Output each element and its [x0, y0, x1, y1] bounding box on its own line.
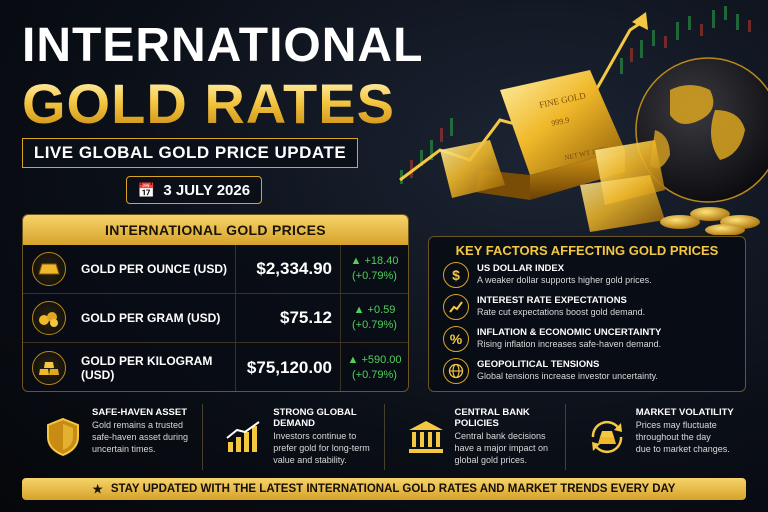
change-percent: (+0.79%): [352, 270, 397, 282]
price-row-ounce: GOLD PER OUNCE (USD) $2,334.90 ▲ +18.40 …: [23, 245, 408, 294]
growth-chart-icon: [221, 404, 267, 470]
factor-item: INTEREST RATE EXPECTATIONS Rate cut expe…: [429, 291, 745, 323]
date-text: 3 JULY 2026: [163, 181, 251, 199]
date-badge: 📅 3 JULY 2026: [126, 176, 262, 204]
subtitle: LIVE GLOBAL GOLD PRICE UPDATE: [33, 143, 347, 162]
feature-global-demand: STRONG GLOBAL DEMAND Investors continue …: [203, 404, 385, 470]
title-line-2: GOLD RATES: [22, 72, 395, 135]
bar-text-purity: 999.9: [551, 115, 570, 128]
feature-title: MARKET VOLATILITY: [635, 407, 734, 418]
banner-text: STAY UPDATED WITH THE LATEST INTERNATION…: [110, 483, 676, 495]
factor-title: INTEREST RATE EXPECTATIONS: [477, 295, 627, 307]
title-line-1: INTERNATIONAL: [22, 19, 424, 72]
factors-heading: KEY FACTORS AFFECTING GOLD PRICES: [455, 243, 719, 258]
prices-panel: INTERNATIONAL GOLD PRICES GOLD PER OUNCE…: [22, 214, 409, 392]
footer-banner: ★ STAY UPDATED WITH THE LATEST INTERNATI…: [22, 478, 746, 500]
feature-title: SAFE-HAVEN ASSET: [92, 407, 188, 418]
gold-bar-icon: [32, 252, 66, 286]
candlestick-chart-decoration: [400, 6, 751, 184]
price-row-gram: GOLD PER GRAM (USD) $75.12 ▲ +0.59 (+0.7…: [23, 294, 408, 343]
change-percent: (+0.79%): [352, 368, 397, 381]
change-percent: (+0.79%): [352, 319, 397, 331]
factor-desc: Rising inflation increases safe-haven de…: [477, 339, 662, 350]
globe-icon: [443, 358, 469, 384]
factor-desc: Rate cut expectations boost gold demand.: [477, 307, 646, 318]
feature-desc: Gold remains a trusted safe-haven asset d…: [92, 420, 189, 454]
gold-coins: [660, 207, 760, 235]
globe: [635, 57, 768, 203]
factor-title: US DOLLAR INDEX: [477, 263, 565, 275]
subtitle-box: LIVE GLOBAL GOLD PRICE UPDATE: [22, 138, 358, 168]
price-row-kilogram: GOLD PER KILOGRAM (USD) $75,120.00 ▲ +59…: [23, 343, 408, 391]
gold-bar-left: [440, 140, 505, 198]
factor-desc: A weaker dollar supports higher gold pri…: [477, 275, 652, 286]
factor-title: INFLATION & ECONOMIC UNCERTAINTY: [477, 327, 662, 339]
price-value: $75.12: [235, 294, 340, 342]
prices-heading: INTERNATIONAL GOLD PRICES: [23, 215, 408, 245]
factor-item: % INFLATION & ECONOMIC UNCERTAINTY Risin…: [429, 323, 745, 355]
gold-bars-stack-icon: [32, 350, 66, 385]
factor-title: GEOPOLITICAL TENSIONS: [477, 359, 600, 371]
star-icon: ★: [92, 484, 103, 496]
feature-title: STRONG GLOBAL DEMAND: [273, 407, 357, 429]
chart-up-icon: [443, 294, 469, 320]
price-label: GOLD PER KILOGRAM (USD): [81, 353, 213, 382]
feature-desc: Investors continue to prefer gold for lon…: [273, 431, 370, 465]
key-factors-panel: KEY FACTORS AFFECTING GOLD PRICES $ US D…: [428, 236, 746, 392]
price-label: GOLD PER GRAM (USD): [81, 311, 221, 325]
feature-title: CENTRAL BANK POLICIES: [454, 407, 530, 429]
dollar-icon: $: [443, 262, 469, 288]
price-value: $2,334.90: [235, 245, 340, 293]
factor-item: $ US DOLLAR INDEX A weaker dollar suppor…: [429, 259, 745, 291]
percent-icon: %: [443, 326, 469, 352]
change-amount: ▲ +18.40: [350, 255, 399, 268]
change-amount: ▲ +590.00: [347, 353, 402, 366]
gold-nuggets-icon: [32, 301, 66, 335]
gold-bars-globe-illustration: FINE GOLD 999.9 NET WT 1000g: [399, 6, 768, 235]
features-row: SAFE-HAVEN ASSET Gold remains a trusted s…: [22, 404, 746, 470]
price-change: ▲ +590.00 (+0.79%): [340, 343, 408, 391]
feature-safe-haven: SAFE-HAVEN ASSET Gold remains a trusted s…: [22, 404, 204, 470]
volatility-cycle-icon: [584, 404, 630, 470]
feature-desc: Central bank decisions have a major impac…: [454, 431, 549, 465]
factor-item: GEOPOLITICAL TENSIONS Global tensions in…: [429, 355, 745, 387]
bank-icon: [403, 404, 449, 470]
shield-icon: [40, 404, 86, 470]
price-change: ▲ +18.40 (+0.79%): [340, 245, 408, 293]
feature-desc: Prices may fluctuate throughout the day du…: [635, 420, 730, 454]
change-amount: ▲ +0.59: [353, 304, 396, 317]
price-label: GOLD PER OUNCE (USD): [81, 262, 228, 276]
factor-desc: Global tensions increase investor uncert…: [477, 371, 658, 382]
price-value: $75,120.00: [235, 343, 340, 391]
feature-central-bank: CENTRAL BANK POLICIES Central bank decis…: [385, 404, 566, 470]
feature-market-volatility: MARKET VOLATILITY Prices may fluctuate th…: [566, 404, 746, 470]
calendar-icon: 📅: [137, 181, 156, 198]
price-change: ▲ +0.59 (+0.79%): [340, 294, 408, 342]
